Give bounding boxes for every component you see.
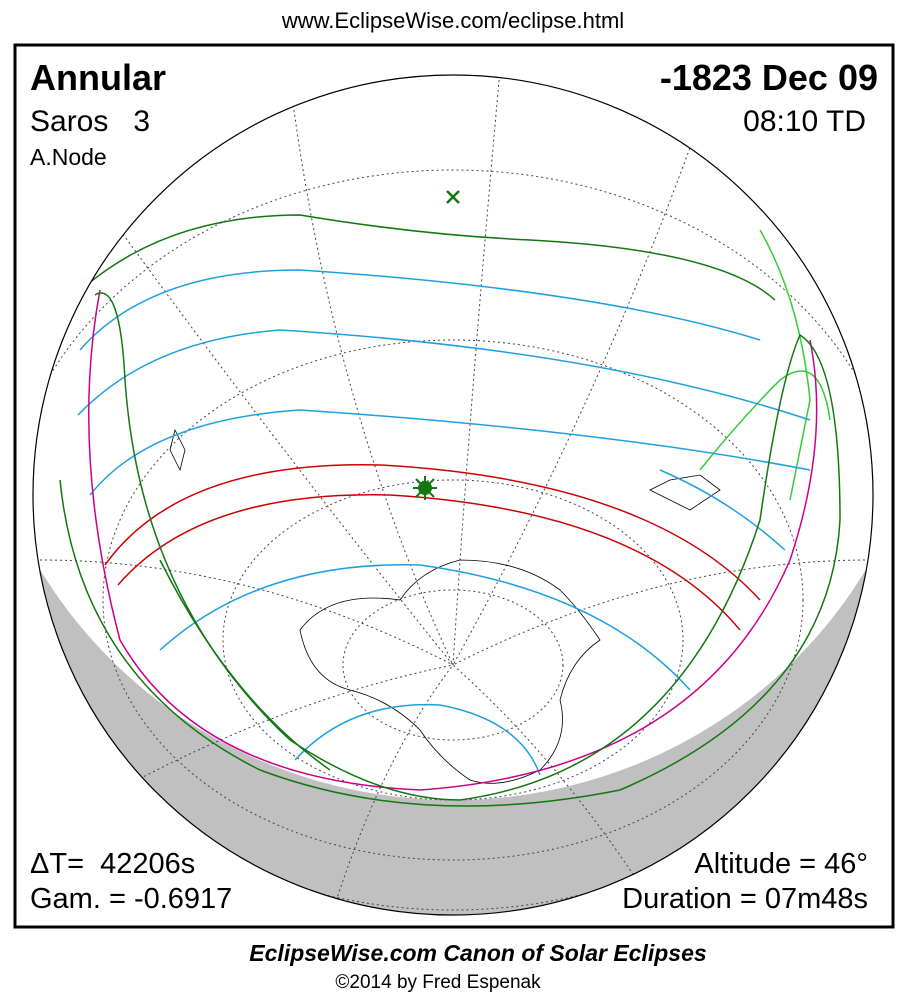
footer-title: EclipseWise.com Canon of Solar Eclipses: [249, 940, 706, 966]
eclipse-date: -1823 Dec 09: [660, 57, 878, 98]
gamma: Gam. = -0.6917: [30, 883, 232, 915]
globe-limb: [32, 74, 874, 916]
duration: Duration = 07m48s: [622, 883, 868, 915]
time: 08:10 TD: [743, 105, 866, 138]
delta-t: ΔT= 42206s: [30, 848, 195, 880]
frame: [13, 43, 895, 929]
saros: Saros 3: [30, 105, 150, 138]
footer-credit: ©2014 by Fred Espenak: [335, 972, 541, 993]
altitude: Altitude = 46°: [694, 848, 868, 880]
eclipse-type: Annular: [30, 57, 166, 98]
globe: [33, 75, 873, 915]
node: A.Node: [30, 144, 107, 170]
url: www.EclipseWise.com/eclipse.html: [281, 8, 624, 33]
